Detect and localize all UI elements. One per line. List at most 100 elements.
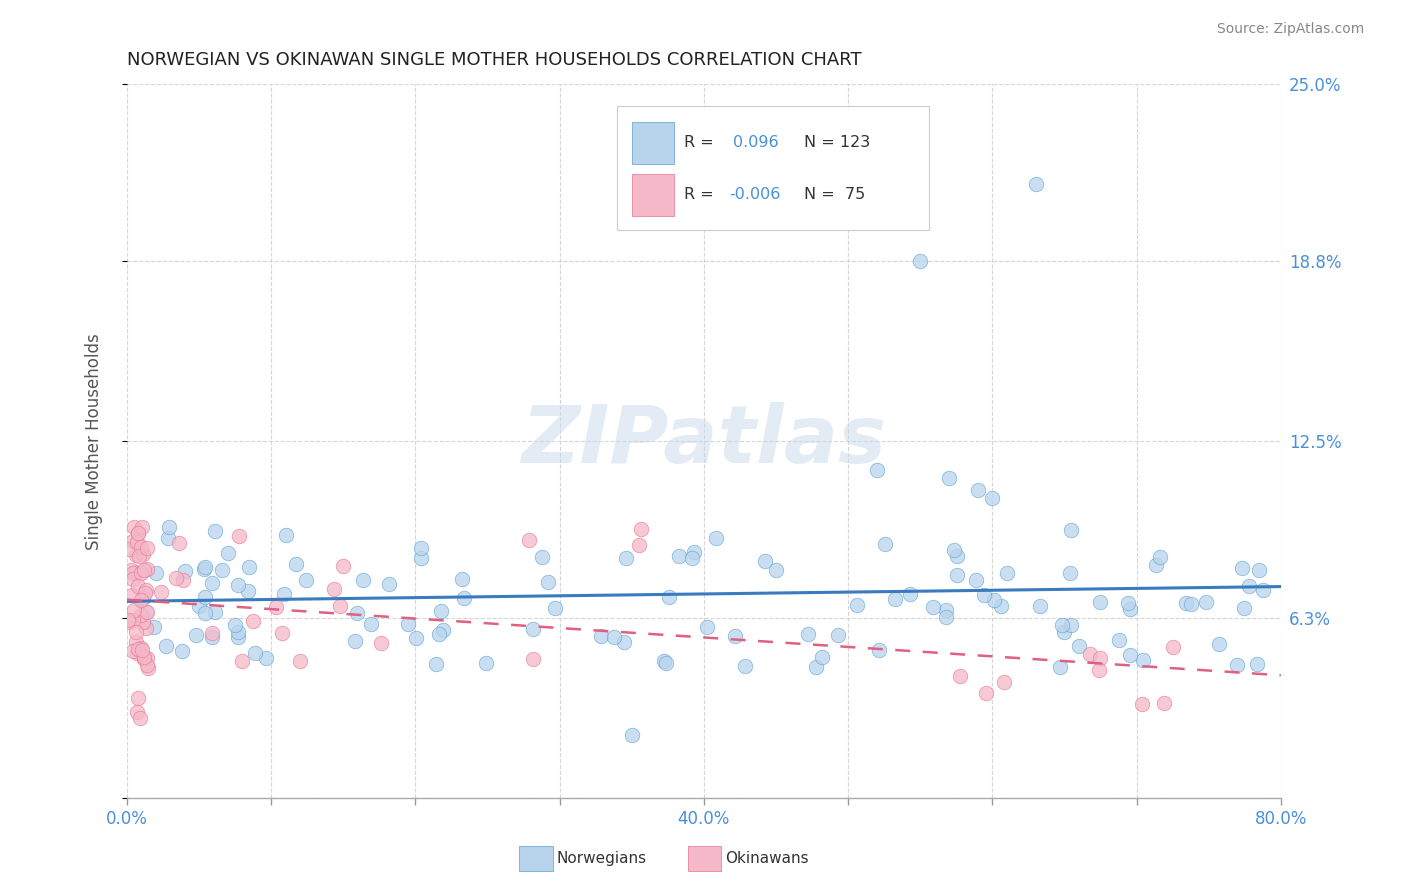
Point [124,565,146,579]
FancyBboxPatch shape [633,121,673,164]
Point [294,574,316,588]
Point [157,520,180,534]
Point [238,583,260,598]
Point [946,568,969,582]
Point [1249,563,1271,577]
Point [910,254,932,268]
Point [231,655,253,669]
Point [614,551,637,566]
Point [224,617,246,632]
Point [143,619,166,633]
Y-axis label: Single Mother Households: Single Mother Households [86,333,103,549]
Point [981,491,1004,506]
Point [1253,582,1275,597]
Point [157,531,180,545]
Point [274,528,297,542]
Point [1049,659,1071,673]
Point [193,562,215,576]
Point [427,627,450,641]
Point [522,652,544,666]
Point [360,617,382,632]
Point [846,599,869,613]
Point [613,634,636,648]
Point [204,524,226,538]
Point [127,642,149,657]
Point [273,586,295,600]
Text: Source: ZipAtlas.com: Source: ZipAtlas.com [1216,22,1364,37]
Point [264,600,287,615]
Point [965,573,987,587]
Point [218,546,240,560]
Point [127,535,149,549]
Point [346,606,368,620]
Point [682,550,704,565]
Point [425,657,447,672]
Point [285,557,308,571]
Point [118,541,141,556]
Point [683,545,706,559]
Point [522,623,544,637]
Point [169,536,191,550]
Point [228,625,250,640]
Point [658,590,681,604]
Point [124,549,146,563]
Point [228,630,250,644]
Point [430,604,453,618]
Point [117,613,139,627]
Point [129,641,152,656]
Point [184,627,207,641]
Point [1149,549,1171,564]
Point [704,531,727,545]
Point [122,613,145,627]
Point [1195,595,1218,609]
Point [450,572,472,586]
Point [131,520,153,534]
Point [135,606,157,620]
Point [1246,657,1268,671]
Point [132,547,155,561]
Point [868,643,890,657]
Point [1090,651,1112,665]
Point [201,576,224,591]
Point [517,533,540,548]
Point [127,526,149,541]
Point [453,591,475,605]
Point [135,651,157,665]
Point [1130,697,1153,711]
Point [128,549,150,564]
Point [322,582,344,596]
Point [132,591,155,606]
Point [121,588,143,602]
Point [118,615,141,629]
Point [173,564,195,578]
Point [967,483,990,497]
Point [155,639,177,653]
Point [134,621,156,635]
Text: Norwegians: Norwegians [557,851,647,865]
Point [238,560,260,574]
Point [194,606,217,620]
Point [125,634,148,648]
Point [811,649,834,664]
Point [935,603,957,617]
Point [1108,633,1130,648]
Point [935,610,957,624]
Point [121,534,143,549]
Point [432,624,454,638]
Text: N = 123: N = 123 [804,136,870,150]
Point [655,656,678,670]
Point [1052,617,1074,632]
Point [1060,618,1083,632]
Point [122,566,145,580]
Point [974,686,997,700]
Point [370,636,392,650]
Point [668,549,690,563]
Point [122,643,145,657]
Text: Okinawans: Okinawans [725,851,808,865]
Point [405,632,427,646]
Point [990,599,1012,614]
Point [630,523,652,537]
Point [1088,663,1111,677]
Point [135,583,157,598]
FancyBboxPatch shape [633,174,673,216]
